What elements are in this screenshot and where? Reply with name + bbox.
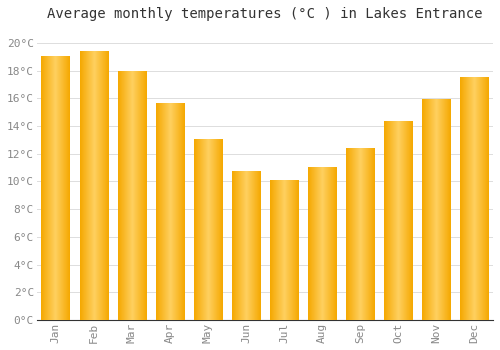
Bar (194, 140, 222, 320)
Bar (156, 104, 184, 320)
Bar (460, 78, 488, 320)
Bar (270, 180, 298, 320)
Bar (422, 100, 450, 320)
Bar (346, 148, 374, 320)
Bar (80, 51, 108, 320)
Bar (308, 168, 336, 320)
Bar (232, 172, 260, 320)
Title: Average monthly temperatures (°C ) in Lakes Entrance: Average monthly temperatures (°C ) in La… (47, 7, 482, 21)
Bar (384, 122, 412, 320)
Bar (42, 57, 70, 320)
Bar (118, 72, 146, 320)
